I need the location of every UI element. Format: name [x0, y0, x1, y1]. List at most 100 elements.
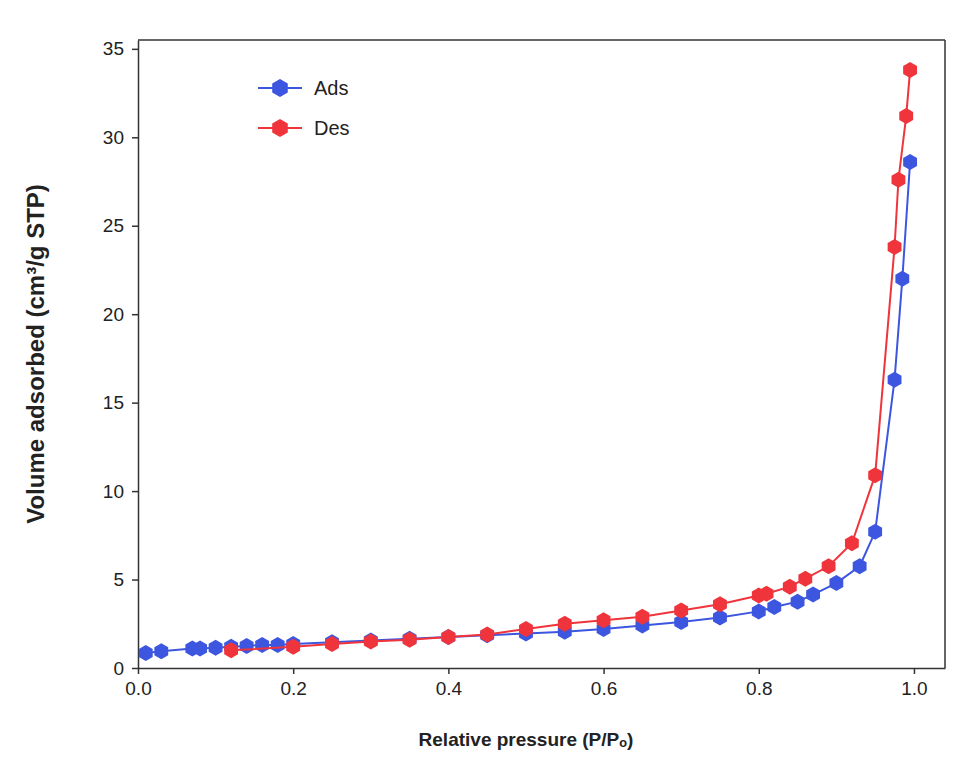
y-tick: 0 — [113, 658, 138, 679]
series-point — [903, 154, 917, 170]
series-point — [403, 631, 417, 647]
series — [139, 154, 917, 661]
x-tick: 0.2 — [280, 668, 306, 699]
series-point — [783, 579, 797, 595]
x-tick-mark — [914, 668, 916, 674]
legend-item: Des — [258, 117, 350, 139]
series-point — [868, 467, 882, 483]
y-tick-label: 5 — [113, 569, 124, 590]
y-tick: 30 — [103, 127, 138, 148]
x-tick-label: 0.2 — [280, 678, 306, 699]
series-point — [674, 603, 688, 619]
y-tick: 10 — [103, 481, 138, 502]
series-line — [146, 162, 910, 653]
legend-label: Ads — [314, 77, 348, 99]
data-area — [139, 62, 917, 661]
series-point — [224, 642, 238, 658]
series-point — [903, 62, 917, 78]
series-point — [767, 599, 781, 615]
series-point — [892, 172, 906, 188]
series-point — [325, 636, 339, 652]
series-point — [139, 645, 153, 661]
series-point — [791, 594, 805, 610]
series-point — [271, 637, 285, 653]
x-axis-title: Relative pressure (P/Pₒ) — [419, 729, 634, 750]
x-tick: 0.8 — [746, 668, 772, 699]
series-point — [558, 616, 572, 632]
legend-marker — [272, 119, 288, 137]
series-point — [480, 627, 494, 643]
x-tick-label: 0.0 — [125, 678, 151, 699]
y-tick: 25 — [103, 215, 138, 236]
x-tick-label: 0.4 — [436, 678, 463, 699]
x-tick: 0.0 — [125, 668, 151, 699]
x-tick: 1.0 — [901, 668, 927, 699]
series-point — [895, 271, 909, 287]
series-point — [597, 612, 611, 628]
x-tick: 0.6 — [591, 668, 617, 699]
series-point — [888, 372, 902, 388]
y-tick-mark — [132, 49, 138, 51]
y-tick: 5 — [113, 569, 138, 590]
series-point — [868, 524, 882, 540]
plot: 0.0 0.2 0.4 0.6 0.8 1.0 0 5 10 15 20 25 30 35 Ads Des — [103, 38, 946, 699]
y-axis-title: Volume adsorbed (cm³/g STP) — [22, 184, 49, 524]
series-point — [829, 575, 843, 591]
y-tick-label: 35 — [103, 38, 124, 59]
series-point — [635, 609, 649, 625]
frame-right — [944, 40, 946, 668]
y-tick-label: 15 — [103, 392, 124, 413]
frame-top — [138, 39, 945, 41]
legend-item: Ads — [258, 77, 348, 99]
y-tick: 35 — [103, 38, 138, 59]
y-tick-mark — [132, 579, 138, 581]
series-point — [798, 571, 812, 587]
y-tick: 20 — [103, 304, 138, 325]
y-tick: 15 — [103, 392, 138, 413]
legend-marker — [272, 79, 288, 97]
y-axis-line — [138, 41, 140, 669]
series-point — [713, 596, 727, 612]
series-point — [853, 558, 867, 574]
series-point — [240, 638, 254, 654]
series-point — [255, 637, 269, 653]
series-point — [154, 643, 168, 659]
series — [224, 62, 917, 658]
legend-label: Des — [314, 117, 350, 139]
series-point — [209, 640, 223, 656]
series-point — [806, 587, 820, 603]
series-point — [441, 629, 455, 645]
y-tick-mark — [132, 668, 138, 670]
y-tick-label: 20 — [103, 304, 124, 325]
x-axis: 0.0 0.2 0.4 0.6 0.8 1.0 — [125, 668, 945, 699]
y-tick-mark — [132, 137, 138, 139]
y-tick-mark — [132, 491, 138, 493]
series-point — [364, 633, 378, 649]
series-point — [403, 632, 417, 648]
y-tick-mark — [132, 314, 138, 316]
series-point — [899, 108, 913, 124]
legend: Ads Des — [258, 77, 350, 139]
series-point — [822, 558, 836, 574]
x-tick-label: 0.6 — [591, 678, 617, 699]
series-point — [845, 535, 859, 551]
x-tick-label: 0.8 — [746, 678, 772, 699]
y-tick-label: 30 — [103, 127, 124, 148]
y-axis: 0 5 10 15 20 25 30 35 — [103, 38, 139, 678]
series-point — [888, 239, 902, 255]
x-axis-line — [139, 668, 946, 670]
y-tick-label: 10 — [103, 481, 124, 502]
x-tick: 0.4 — [436, 668, 463, 699]
series-point — [480, 626, 494, 642]
x-tick-label: 1.0 — [901, 678, 927, 699]
y-tick-mark — [132, 225, 138, 227]
x-tick-mark — [603, 668, 605, 674]
x-tick-mark — [448, 668, 450, 674]
series-point — [193, 641, 207, 657]
x-tick-mark — [759, 668, 761, 674]
series-point — [760, 586, 774, 602]
y-tick-label: 0 — [113, 658, 124, 679]
y-tick-mark — [132, 402, 138, 404]
series-point — [752, 603, 766, 619]
chart: 0.0 0.2 0.4 0.6 0.8 1.0 0 5 10 15 20 25 30 35 Ads Des Re… — [0, 0, 964, 776]
